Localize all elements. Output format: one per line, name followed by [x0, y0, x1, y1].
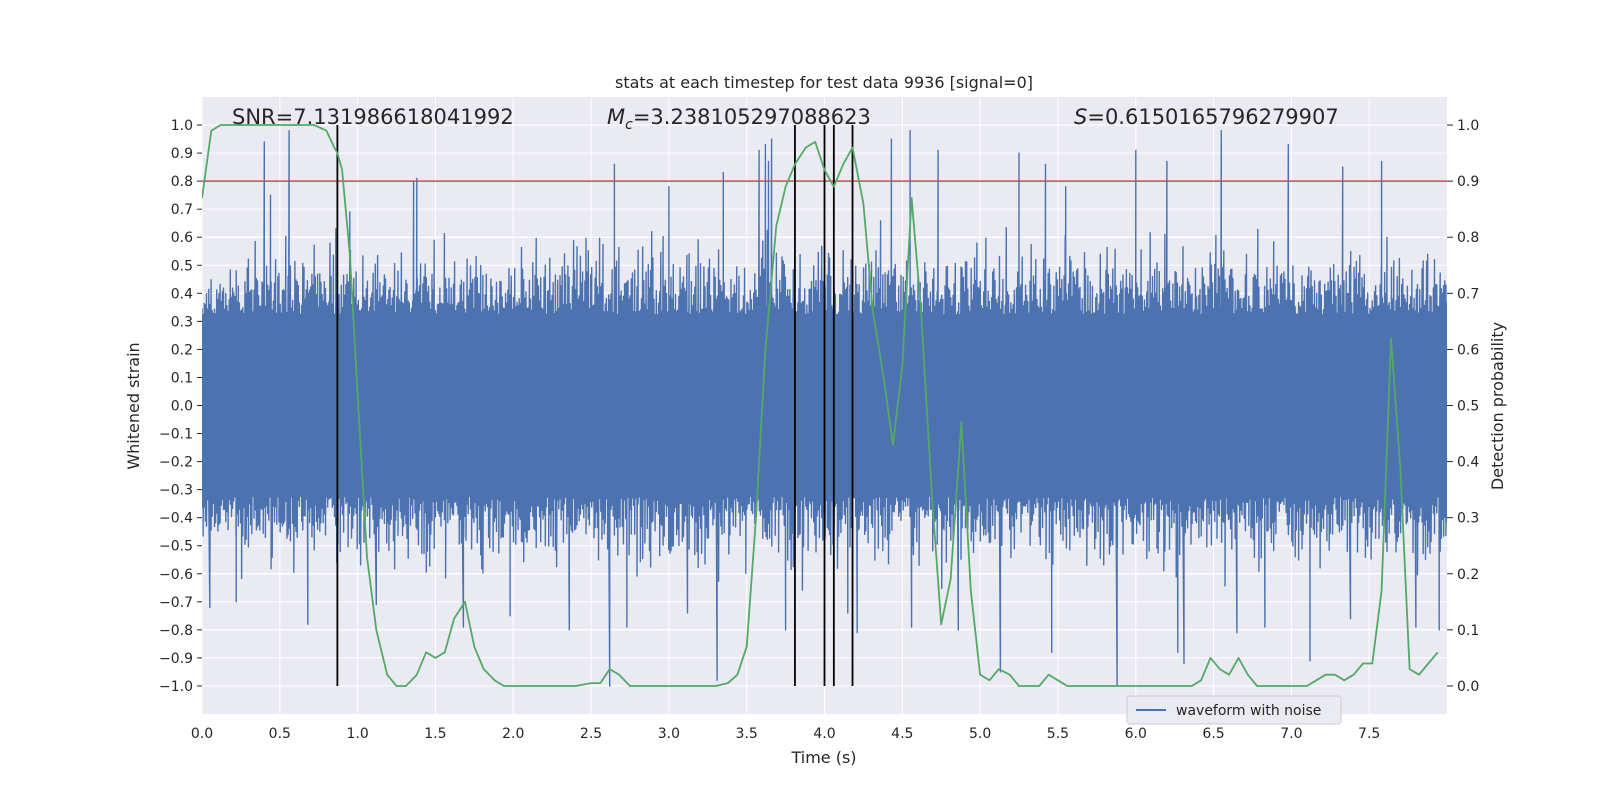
y-tick-label: −0.3 — [159, 483, 193, 499]
y-tick-label: 0.1 — [171, 370, 193, 386]
y-tick-label: −0.2 — [159, 455, 193, 471]
x-tick-label: 7.5 — [1358, 726, 1380, 742]
chirp-mass-value: =3.238105297088623 — [633, 105, 871, 129]
x-tick-label: 2.5 — [580, 726, 602, 742]
x-tick-label: 1.5 — [424, 726, 446, 742]
y2-tick-label: 0.1 — [1457, 623, 1479, 639]
x-tick-label: 7.0 — [1280, 726, 1302, 742]
legend-box — [1126, 695, 1342, 725]
x-tick-label: 5.0 — [969, 726, 991, 742]
legend: waveform with noise — [1126, 695, 1342, 725]
y-axis-ticks: 1.0 0.9 0.8 0.7 0.6 0.5 0.4 0.3 0.2 0.1 0.0 −0.1 −0.… — [159, 118, 202, 695]
probability-line — [202, 124, 1439, 687]
x-tick-label: 4.0 — [813, 726, 835, 742]
s-value: =0.6150165796279907 — [1087, 105, 1338, 129]
legend-label: waveform with noise — [1176, 703, 1321, 719]
y-tick-label: 0.7 — [171, 202, 193, 218]
x-tick-label: 6.0 — [1125, 726, 1147, 742]
chirp-mass-symbol: M — [607, 105, 625, 129]
y-tick-label: −0.7 — [159, 595, 193, 611]
y-tick-label: 0.6 — [171, 230, 193, 246]
y2-tick-label: 0.0 — [1457, 679, 1479, 695]
x-tick-label: 3.0 — [658, 726, 680, 742]
x-axis-title: Time (s) — [790, 748, 856, 767]
y-tick-label: −1.0 — [159, 679, 193, 695]
y-tick-label: 0.0 — [171, 399, 193, 415]
y2-tick-label: 0.8 — [1457, 230, 1479, 246]
y2-axis-title: Detection probability — [1488, 322, 1507, 490]
y2-tick-label: 0.9 — [1457, 174, 1479, 190]
x-tick-label: 4.5 — [891, 726, 913, 742]
chart-title: stats at each timestep for test data 993… — [615, 73, 1033, 92]
y-tick-label: −0.9 — [159, 651, 193, 667]
x-tick-label: 0.5 — [269, 726, 291, 742]
y-tick-label: 1.0 — [171, 118, 193, 134]
y-tick-label: 0.2 — [171, 342, 193, 358]
y2-tick-label: 1.0 — [1457, 118, 1479, 134]
y-tick-label: −0.4 — [159, 511, 193, 527]
vertical-markers — [336, 125, 854, 686]
y-tick-label: 0.5 — [171, 258, 193, 274]
y-tick-label: 0.3 — [171, 314, 193, 330]
y-tick-label: −0.1 — [159, 427, 193, 443]
y-tick-label: −0.6 — [159, 567, 193, 583]
y2-tick-label: 0.7 — [1457, 286, 1479, 302]
snr-annotation: SNR=7.131986618041992 — [232, 105, 514, 129]
y2-tick-label: 0.2 — [1457, 567, 1479, 583]
y-axis-title: Whitened strain — [124, 342, 143, 469]
y2-tick-label: 0.4 — [1457, 455, 1479, 471]
y2-tick-label: 0.5 — [1457, 399, 1479, 415]
s-symbol: S — [1074, 105, 1087, 129]
y-tick-label: 0.4 — [171, 286, 193, 302]
y2-tick-label: 0.6 — [1457, 342, 1479, 358]
y-tick-label: 0.9 — [171, 146, 193, 162]
y-tick-label: −0.8 — [159, 623, 193, 639]
x-tick-label: 0.0 — [191, 726, 213, 742]
y-tick-label: −0.5 — [159, 539, 193, 555]
x-axis-ticks: 0.0 0.5 1.0 1.5 2.0 2.5 3.0 3.5 4.0 4.5 5.0 5.5 6.0 6… — [191, 726, 1380, 742]
x-tick-label: 1.0 — [346, 726, 368, 742]
s-annotation: S=0.6150165796279907 — [1074, 105, 1339, 129]
x-tick-label: 6.5 — [1202, 726, 1224, 742]
probability-series — [202, 124, 1439, 687]
y2-axis-ticks: 1.0 0.9 0.8 0.7 0.6 0.5 0.4 0.3 0.2 0.1 0.0 — [1447, 118, 1479, 695]
x-tick-label: 5.5 — [1047, 726, 1069, 742]
chirp-mass-annotation: Mc=3.238105297088623 — [607, 105, 871, 133]
chirp-mass-subscript: c — [625, 117, 633, 133]
y2-tick-label: 0.3 — [1457, 511, 1479, 527]
x-tick-label: 2.0 — [502, 726, 524, 742]
y-tick-label: 0.8 — [171, 174, 193, 190]
x-tick-label: 3.5 — [736, 726, 758, 742]
